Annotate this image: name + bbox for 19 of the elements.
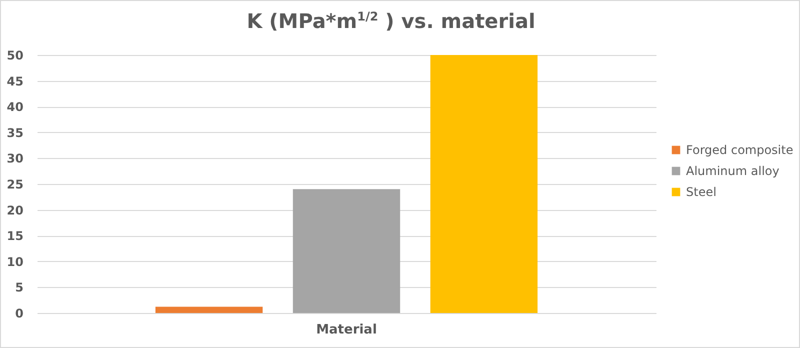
y-tick-label: 40 (6, 100, 24, 114)
y-tick-label: 20 (6, 203, 24, 218)
y-tick-label: 30 (6, 152, 24, 166)
y-tick-label: 10 (6, 254, 24, 269)
y-tick-label: 45 (6, 74, 24, 88)
y-tick-label: 5 (15, 280, 24, 295)
bar (292, 189, 400, 313)
bar (155, 306, 263, 313)
chart-title: K (MPa*m$^{1/2}$ ) vs. material (246, 9, 536, 33)
x-tick-label: Material (316, 322, 377, 338)
y-tick-label: 0 (15, 306, 24, 320)
legend-label: Steel (686, 185, 716, 199)
bar (430, 55, 538, 313)
y-tick-label: 35 (6, 126, 24, 140)
legend-label: Aluminum alloy (686, 164, 780, 178)
y-tick-label: 50 (6, 48, 24, 62)
legend-label: Forged composite (686, 143, 794, 157)
y-tick-label: 25 (6, 178, 24, 192)
y-tick-label: 15 (6, 229, 24, 244)
